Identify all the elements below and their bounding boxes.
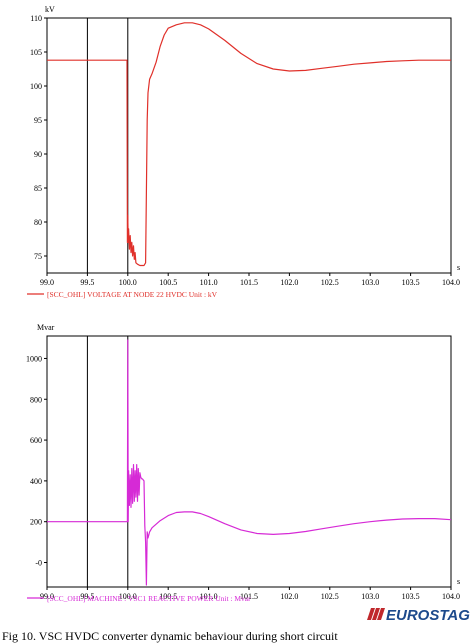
voltage-y-tick-label: 110	[30, 14, 42, 23]
figure-caption: Fig 10. VSC HVDC converter dynamic behav…	[2, 629, 338, 643]
voltage-x-tick-label: 99.5	[80, 278, 94, 287]
voltage-x-tick-label: 103.5	[402, 278, 420, 287]
voltage-x-tick-label: 101.5	[240, 278, 258, 287]
voltage-chart: 75 80 85 90 95 100 105 110 99.0 99.5 100.0 100.5 101…	[27, 5, 460, 299]
voltage-plot-frame	[46, 17, 452, 274]
voltage-x-tick-label: 102.5	[321, 278, 339, 287]
reactive-x-tick-label: 99.0	[40, 592, 54, 601]
voltage-y-tick-label: 90	[34, 150, 42, 159]
voltage-x-tick-label: 103.0	[361, 278, 379, 287]
reactive-power-chart: -0 200 400 600 800 1000 99.0 99.5 100.0 100.5 101.…	[26, 323, 460, 603]
reactive-x-tick-label: 99.5	[80, 592, 94, 601]
reactive-y-tick-label: 800	[30, 395, 42, 404]
reactive-x-tick-label: 101.5	[240, 592, 258, 601]
reactive-y-tick-label: 200	[30, 518, 42, 527]
voltage-y-tick-label: 85	[34, 184, 42, 193]
reactive-x-tick-label: 100.0	[119, 592, 137, 601]
voltage-x-tick-label: 100.5	[159, 278, 177, 287]
eurostag-logo: EUROSTAG	[367, 607, 470, 624]
voltage-x-tick-label: 101.0	[200, 278, 218, 287]
voltage-y-tick-label: 75	[34, 252, 42, 261]
voltage-x-unit: s	[457, 263, 460, 272]
reactive-x-tick-label: 100.5	[159, 592, 177, 601]
voltage-legend-label: [SCC_OHL] VOLTAGE AT NODE 22 HVDC Unit :…	[47, 290, 218, 299]
eurostag-logo-mark	[367, 608, 385, 620]
reactive-x-unit: s	[457, 577, 460, 586]
reactive-series-line	[47, 339, 452, 586]
voltage-x-tick-label: 99.0	[40, 278, 54, 287]
voltage-series-line	[47, 22, 451, 267]
voltage-y-tick-label: 100	[30, 82, 42, 91]
voltage-x-tick-label: 104.0	[442, 278, 460, 287]
reactive-y-tick-label: 600	[30, 436, 42, 445]
voltage-x-tick-label: 100.0	[119, 278, 137, 287]
reactive-x-tick-label: 104.0	[442, 592, 460, 601]
voltage-y-tick-label: 95	[34, 116, 42, 125]
reactive-x-tick-label: 101.0	[200, 592, 218, 601]
reactive-x-tick-label: 103.0	[361, 592, 379, 601]
reactive-y-tick-label: 1000	[26, 354, 42, 363]
reactive-y-tick-label: 400	[30, 477, 42, 486]
voltage-y-unit: kV	[45, 5, 55, 14]
reactive-y-unit: Mvar	[37, 323, 55, 332]
reactive-legend-label: [SCC_OHL] MACHINE : VSC1 REACTIVE POWER …	[47, 594, 251, 603]
reactive-x-tick-label: 102.0	[280, 592, 298, 601]
reactive-y-tick-label: -0	[35, 559, 42, 568]
reactive-plot-frame	[46, 335, 452, 588]
eurostag-logo-text: EUROSTAG	[386, 607, 470, 624]
voltage-y-tick-label: 105	[30, 48, 42, 57]
voltage-x-tick-label: 102.0	[280, 278, 298, 287]
reactive-x-tick-label: 102.5	[321, 592, 339, 601]
reactive-x-tick-label: 103.5	[402, 592, 420, 601]
voltage-y-tick-label: 80	[34, 218, 42, 227]
